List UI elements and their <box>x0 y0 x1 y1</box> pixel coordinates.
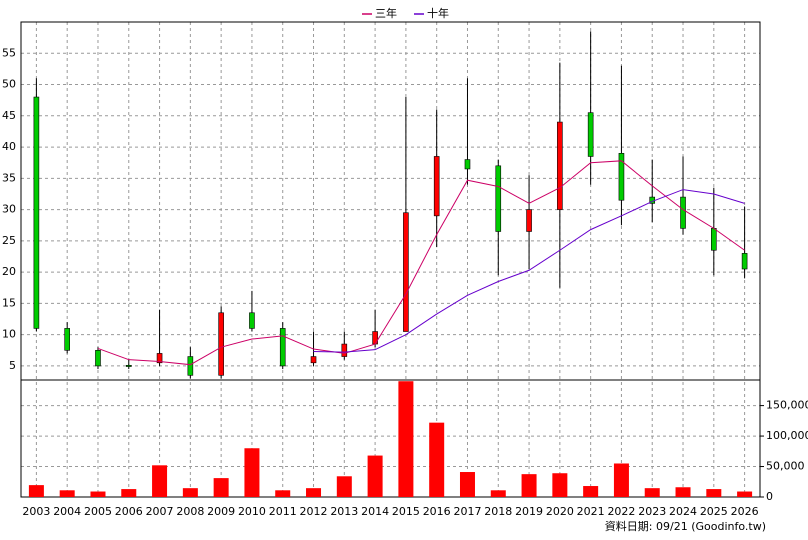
x-tick-label: 2019 <box>515 505 543 518</box>
volume-bar <box>552 473 568 497</box>
x-tick-label: 2009 <box>207 505 235 518</box>
y-tick-label: 35 <box>2 171 16 184</box>
y-tick-label: 10 <box>2 328 16 341</box>
candle-body <box>156 353 163 364</box>
candle-body <box>741 253 748 270</box>
candle-body <box>557 121 563 210</box>
volume-bar <box>59 490 75 497</box>
candle-body <box>125 365 132 367</box>
x-tick-label: 2021 <box>577 505 605 518</box>
candle-body <box>495 165 502 232</box>
volume-bar <box>306 488 322 497</box>
candle-body <box>249 312 255 329</box>
y-tick-label: 20 <box>2 265 16 278</box>
candle-body <box>64 328 70 351</box>
legend-label: 十年 <box>427 6 449 20</box>
y2-tick-label: 100,000 <box>766 429 808 442</box>
y-tick-label: 25 <box>2 234 16 247</box>
x-tick-label: 2020 <box>546 505 574 518</box>
volume-bar <box>737 491 753 497</box>
x-tick-label: 2008 <box>176 505 204 518</box>
x-tick-label: 2018 <box>484 505 512 518</box>
x-tick-label: 2006 <box>115 505 143 518</box>
candle-body <box>95 349 101 367</box>
plot-frame <box>20 21 761 498</box>
x-tick-label: 2007 <box>146 505 174 518</box>
volume-bar <box>644 488 660 497</box>
candle-body <box>279 328 286 367</box>
source-note: 資料日期: 09/21 (Goodinfo.tw) <box>605 519 766 533</box>
volume-bar <box>90 491 106 497</box>
volume-bar <box>521 474 537 497</box>
volume-bar <box>706 489 722 497</box>
x-tick-label: 2005 <box>84 505 112 518</box>
candle-body <box>464 159 471 170</box>
volume-bar <box>152 465 168 497</box>
x-tick-label: 2016 <box>423 505 451 518</box>
volume-bar <box>275 490 291 497</box>
legend-label: 三年 <box>375 6 397 20</box>
candle-body <box>33 96 40 329</box>
volume-bar <box>213 478 229 497</box>
y-tick-label: 45 <box>2 109 16 122</box>
x-tick-label: 2024 <box>669 505 697 518</box>
candle-body <box>526 209 532 232</box>
volume-bar <box>182 488 198 497</box>
volume-bar <box>583 486 599 497</box>
candle-body <box>433 156 440 217</box>
candle-body <box>587 112 594 157</box>
x-tick-label: 2010 <box>238 505 266 518</box>
y-tick-label: 40 <box>2 140 16 153</box>
volume-bar <box>121 489 137 497</box>
candle-body <box>680 196 686 229</box>
volume-bar <box>398 381 414 497</box>
candle-body <box>618 153 625 201</box>
candle-body <box>372 331 378 345</box>
x-tick-label: 2013 <box>330 505 358 518</box>
volume-bar <box>336 476 352 497</box>
x-tick-label: 2023 <box>638 505 666 518</box>
ma-line <box>313 189 745 353</box>
volume-bar <box>459 472 475 497</box>
x-tick-label: 2012 <box>300 505 328 518</box>
y2-tick-label: 0 <box>766 490 773 503</box>
volume-bar <box>429 422 445 497</box>
x-tick-label: 2017 <box>453 505 481 518</box>
x-tick-label: 2022 <box>607 505 635 518</box>
x-tick-label: 2014 <box>361 505 389 518</box>
y2-tick-label: 150,000 <box>766 399 808 412</box>
x-tick-label: 2015 <box>392 505 420 518</box>
candle-body <box>310 356 317 364</box>
volume-bar <box>28 485 44 497</box>
volume-bar <box>675 487 691 497</box>
x-tick-label: 2011 <box>269 505 297 518</box>
y-tick-label: 5 <box>9 359 16 372</box>
volume-bar <box>367 455 383 497</box>
candle-body <box>341 343 348 357</box>
y-tick-label: 15 <box>2 296 16 309</box>
x-tick-label: 2025 <box>700 505 728 518</box>
volume-bar <box>244 448 260 497</box>
volume-bar <box>613 463 629 497</box>
y2-tick-label: 50,000 <box>766 460 805 473</box>
volume-bar <box>490 490 506 497</box>
x-tick-label: 2003 <box>22 505 50 518</box>
x-tick-label: 2004 <box>53 505 81 518</box>
candle-body <box>711 228 717 251</box>
candle-body <box>187 356 194 376</box>
ma-line <box>97 160 745 366</box>
y-tick-label: 55 <box>2 46 16 59</box>
candle-body <box>218 312 224 376</box>
y-tick-label: 30 <box>2 203 16 216</box>
y-tick-label: 50 <box>2 78 16 91</box>
x-tick-label: 2026 <box>731 505 759 518</box>
candle-body <box>403 212 409 332</box>
